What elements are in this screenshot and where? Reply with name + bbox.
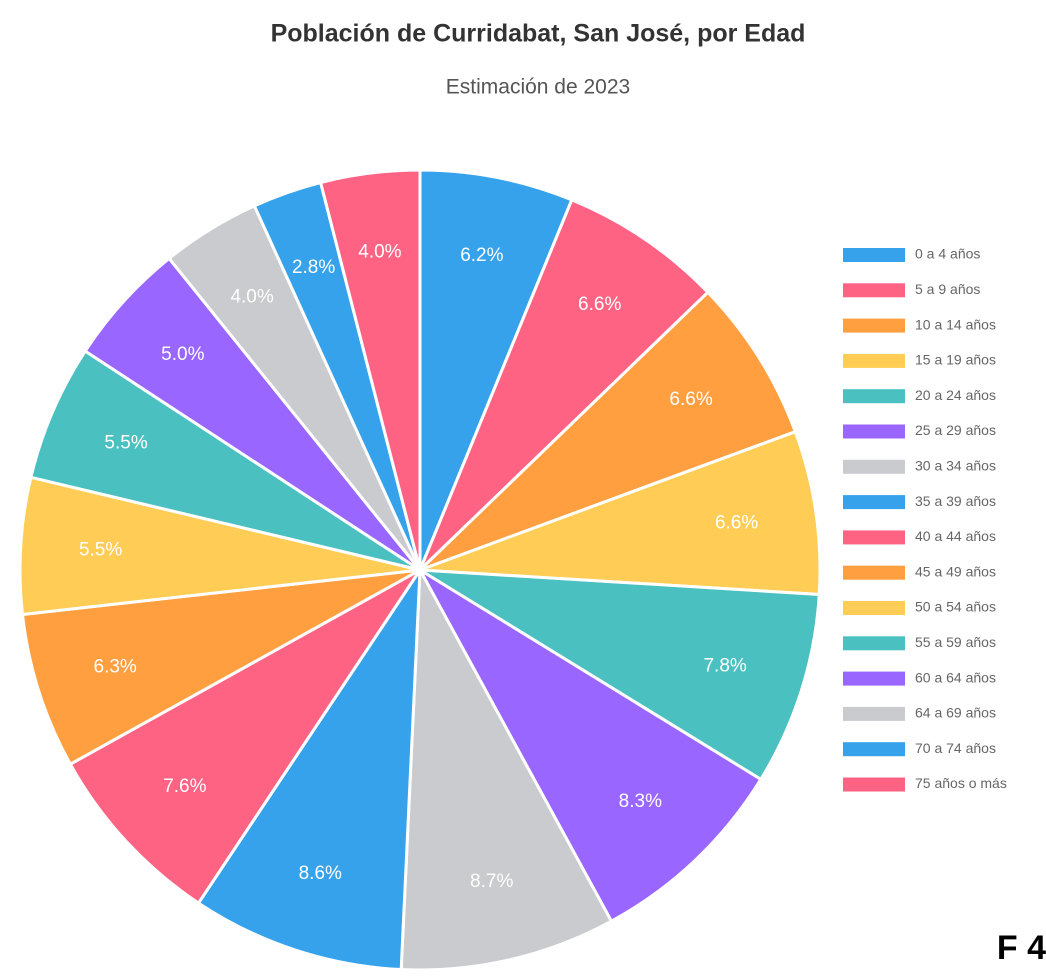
legend-label: 45 a 49 años [915, 563, 996, 579]
legend-swatch [843, 565, 905, 580]
legend-label: 55 a 59 años [915, 634, 996, 650]
slice-label: 7.8% [703, 655, 746, 676]
legend-label: 10 a 14 años [915, 316, 996, 332]
legend-label: 20 a 24 años [915, 387, 996, 403]
pie-slice [20, 568, 421, 767]
legend-swatch [843, 671, 905, 686]
pie-slice [418, 168, 574, 571]
legend-swatch [843, 601, 905, 615]
legend-swatch [843, 742, 905, 757]
legend-swatch [843, 389, 905, 404]
pie-slice [419, 429, 822, 597]
legend-label: 5 a 9 años [915, 281, 980, 297]
pie-slice [18, 475, 421, 617]
slice-label: 4.0% [358, 242, 401, 263]
slice-label: 6.2% [460, 245, 503, 266]
legend-swatch [843, 459, 905, 474]
chart-subtitle: Estimación de 2023 [446, 76, 630, 99]
slice-label: 6.6% [578, 294, 621, 315]
slice-label: 8.3% [619, 791, 662, 812]
legend-swatch [843, 530, 905, 545]
legend-swatch [843, 495, 905, 510]
slice-label: 6.6% [715, 512, 758, 533]
pie-slice [419, 568, 821, 782]
pie-slice [418, 197, 711, 572]
legend-swatch [843, 706, 905, 721]
pie-slice [418, 290, 798, 572]
legend-swatch [843, 353, 905, 368]
slice-label: 8.6% [299, 863, 342, 884]
pie-slice [318, 168, 422, 571]
legend-label: 75 años o más [915, 775, 1007, 791]
slice-label: 6.3% [94, 656, 137, 677]
legend-label: 35 a 39 años [915, 493, 996, 509]
legend-label: 60 a 64 años [915, 669, 996, 685]
legend-label: 50 a 54 años [915, 599, 996, 615]
legend-label: 40 a 44 años [915, 528, 996, 544]
slice-label: 2.8% [292, 257, 335, 278]
slice-label: 4.0% [230, 287, 273, 308]
legend-swatch [843, 318, 905, 333]
pie-slice [29, 349, 421, 572]
slice-label: 5.5% [104, 433, 147, 454]
legend-label: 25 a 29 años [915, 422, 996, 438]
legend-label: 64 a 69 años [915, 705, 996, 721]
legend-swatch [843, 424, 905, 439]
slice-label: 8.7% [470, 871, 513, 892]
legend-label: 30 a 34 años [915, 458, 996, 474]
legend-swatch [843, 283, 905, 298]
pie-slice [415, 565, 763, 924]
pie-slice [196, 564, 422, 972]
pie-slice [399, 564, 614, 972]
slice-label: 6.6% [669, 389, 712, 410]
pie-slice [68, 568, 422, 906]
slice-label: 7.6% [163, 776, 206, 797]
footer-text: F 4 [997, 929, 1046, 967]
legend-swatch [843, 248, 905, 262]
legend-swatch [843, 636, 905, 651]
slice-label: 5.0% [161, 344, 204, 365]
slice-label: 5.5% [79, 539, 122, 560]
legend-label: 15 a 19 años [915, 352, 996, 368]
legend-label: 70 a 74 años [915, 740, 996, 756]
legend-label: 0 a 4 años [915, 246, 980, 262]
legend-swatch [843, 777, 905, 792]
chart-title: Población de Curridabat, San José, por E… [271, 20, 806, 48]
